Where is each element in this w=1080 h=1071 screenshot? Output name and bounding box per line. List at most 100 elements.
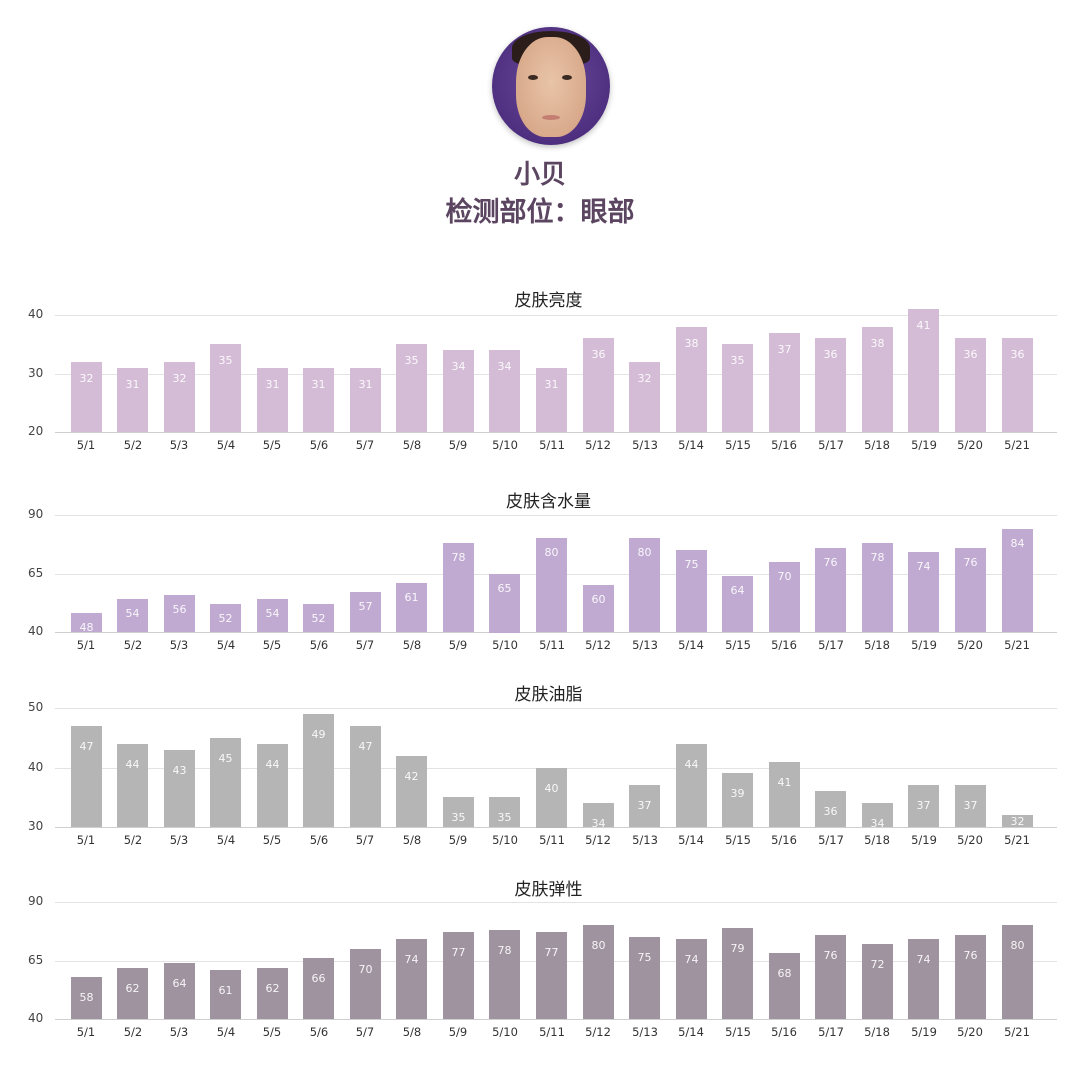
bar-5-20[interactable]: 36 [955, 338, 986, 432]
bar-5-20[interactable]: 76 [955, 935, 986, 1019]
bar-5-8[interactable]: 61 [396, 583, 427, 632]
bar-value-label: 79 [730, 942, 745, 955]
bar-5-21[interactable]: 32 [1002, 815, 1033, 828]
bar-5-3[interactable]: 43 [164, 750, 195, 827]
bar-5-4[interactable]: 61 [210, 970, 241, 1019]
bar-5-6[interactable]: 52 [303, 604, 334, 632]
bar-5-16[interactable]: 68 [769, 953, 800, 1019]
bar-5-7[interactable]: 47 [350, 726, 381, 827]
bar-5-8[interactable]: 42 [396, 756, 427, 827]
bar-5-13[interactable]: 37 [629, 785, 660, 827]
bar-5-3[interactable]: 64 [164, 963, 195, 1019]
bar-5-8[interactable]: 35 [396, 344, 427, 432]
bar-5-18[interactable]: 78 [862, 543, 893, 632]
bar-value-label: 76 [963, 949, 978, 962]
y-axis-tick: 40 [28, 624, 44, 638]
bar-5-10[interactable]: 34 [489, 350, 520, 432]
bar-5-18[interactable]: 72 [862, 944, 893, 1019]
bar-5-12[interactable]: 60 [583, 585, 614, 632]
bar-5-20[interactable]: 37 [955, 785, 986, 827]
bar-5-11[interactable]: 80 [536, 538, 567, 632]
bar-5-7[interactable]: 57 [350, 592, 381, 632]
bar-5-4[interactable]: 35 [210, 344, 241, 432]
bar-5-11[interactable]: 40 [536, 768, 567, 828]
bar-5-8[interactable]: 74 [396, 939, 427, 1019]
bar-5-2[interactable]: 44 [117, 744, 148, 827]
bar-5-5[interactable]: 31 [257, 368, 288, 432]
bar-5-10[interactable]: 65 [489, 574, 520, 633]
bar-5-18[interactable]: 38 [862, 327, 893, 432]
bar-value-label: 80 [637, 546, 652, 559]
bar-5-4[interactable]: 52 [210, 604, 241, 632]
y-axis-tick: 90 [28, 507, 44, 521]
bar-5-16[interactable]: 70 [769, 562, 800, 632]
bar-5-4[interactable]: 45 [210, 738, 241, 827]
bar-5-15[interactable]: 64 [722, 576, 753, 632]
bar-value-label: 78 [870, 551, 885, 564]
bar-5-21[interactable]: 84 [1002, 529, 1033, 632]
bar-5-5[interactable]: 44 [257, 744, 288, 827]
bar-5-12[interactable]: 80 [583, 925, 614, 1019]
bar-5-1[interactable]: 48 [71, 613, 102, 634]
bar-5-11[interactable]: 77 [536, 932, 567, 1019]
bar-5-9[interactable]: 34 [443, 350, 474, 432]
bar-5-9[interactable]: 78 [443, 543, 474, 632]
bar-5-21[interactable]: 80 [1002, 925, 1033, 1019]
bar-5-6[interactable]: 66 [303, 958, 334, 1019]
bar-5-5[interactable]: 54 [257, 599, 288, 632]
x-axis-tick: 5/10 [492, 1025, 518, 1039]
bar-5-2[interactable]: 31 [117, 368, 148, 432]
bar-5-17[interactable]: 76 [815, 548, 846, 632]
bar-5-14[interactable]: 74 [676, 939, 707, 1019]
bar-5-15[interactable]: 35 [722, 344, 753, 432]
bar-5-12[interactable]: 34 [583, 803, 614, 830]
bar-5-16[interactable]: 41 [769, 762, 800, 827]
bar-value-label: 64 [172, 977, 187, 990]
bar-5-19[interactable]: 74 [908, 939, 939, 1019]
bar-5-12[interactable]: 36 [583, 338, 614, 432]
bar-5-7[interactable]: 31 [350, 368, 381, 432]
bar-5-15[interactable]: 39 [722, 773, 753, 827]
bar-value-label: 44 [684, 758, 699, 771]
bar-5-15[interactable]: 79 [722, 928, 753, 1019]
bar-5-17[interactable]: 76 [815, 935, 846, 1019]
bar-5-19[interactable]: 74 [908, 552, 939, 632]
bar-5-14[interactable]: 38 [676, 327, 707, 432]
bar-5-19[interactable]: 41 [908, 309, 939, 432]
bar-5-19[interactable]: 37 [908, 785, 939, 827]
bar-5-17[interactable]: 36 [815, 791, 846, 827]
bar-5-7[interactable]: 70 [350, 949, 381, 1019]
bar-5-21[interactable]: 36 [1002, 338, 1033, 432]
bar-5-13[interactable]: 32 [629, 362, 660, 432]
bar-value-label: 32 [172, 372, 187, 385]
bar-5-3[interactable]: 32 [164, 362, 195, 432]
bar-5-11[interactable]: 31 [536, 368, 567, 432]
bar-5-6[interactable]: 49 [303, 714, 334, 827]
bar-5-3[interactable]: 56 [164, 595, 195, 632]
bar-5-2[interactable]: 54 [117, 599, 148, 632]
bar-value-label: 31 [544, 378, 559, 391]
x-axis-tick: 5/4 [216, 833, 236, 847]
bar-value-label: 78 [497, 944, 512, 957]
bar-5-10[interactable]: 78 [489, 930, 520, 1019]
bar-5-6[interactable]: 31 [303, 368, 334, 432]
bar-5-20[interactable]: 76 [955, 548, 986, 632]
bar-5-10[interactable]: 35 [489, 797, 520, 827]
bar-5-14[interactable]: 75 [676, 550, 707, 632]
bar-5-14[interactable]: 44 [676, 744, 707, 827]
bar-5-18[interactable]: 34 [862, 803, 893, 830]
bar-5-13[interactable]: 80 [629, 538, 660, 632]
bar-5-2[interactable]: 62 [117, 968, 148, 1019]
bar-5-1[interactable]: 58 [71, 977, 102, 1019]
x-axis-tick: 5/13 [632, 833, 658, 847]
x-axis-tick: 5/6 [309, 833, 329, 847]
bar-5-16[interactable]: 37 [769, 333, 800, 432]
bar-5-17[interactable]: 36 [815, 338, 846, 432]
bar-5-9[interactable]: 35 [443, 797, 474, 827]
bar-5-1[interactable]: 47 [71, 726, 102, 827]
bar-5-9[interactable]: 77 [443, 932, 474, 1019]
x-axis-tick: 5/10 [492, 833, 518, 847]
bar-5-13[interactable]: 75 [629, 937, 660, 1019]
bar-5-5[interactable]: 62 [257, 968, 288, 1019]
bar-5-1[interactable]: 32 [71, 362, 102, 432]
